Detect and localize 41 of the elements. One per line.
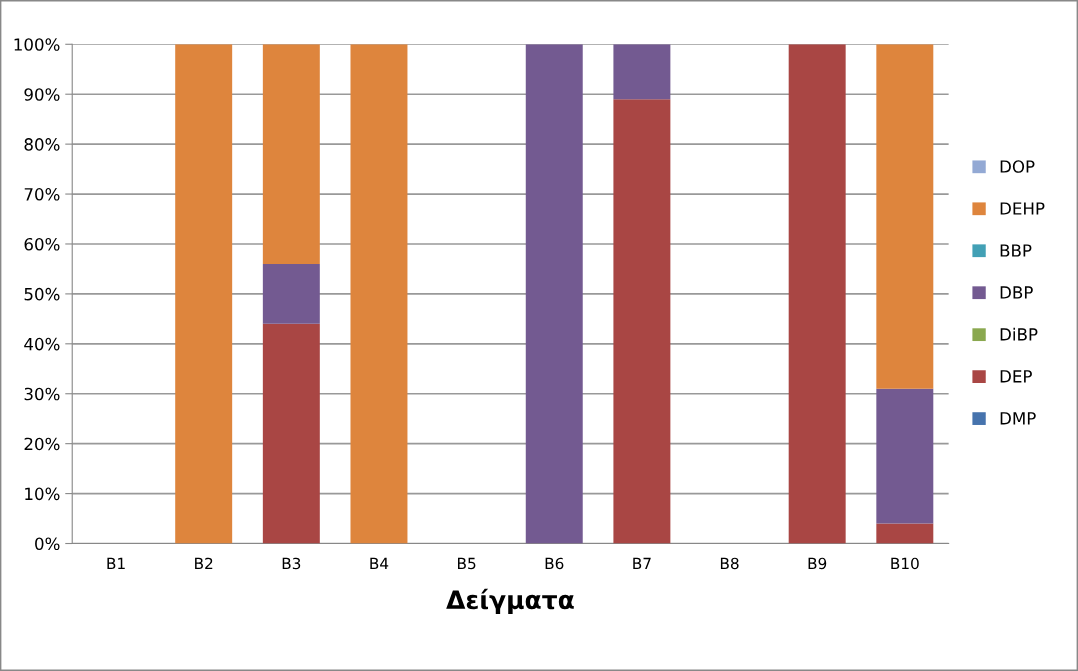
y-tick-label: 30% xyxy=(24,387,60,401)
bar xyxy=(876,44,934,389)
y-tick-label: 10% xyxy=(25,487,60,501)
bar xyxy=(788,44,846,544)
bar xyxy=(262,263,320,324)
bar xyxy=(613,44,671,100)
x-tick-label: B3 xyxy=(282,557,301,570)
y-tick-label: 60% xyxy=(24,237,60,251)
bar xyxy=(262,44,320,264)
x-tick-label: B1 xyxy=(107,557,125,570)
bar xyxy=(262,323,320,544)
bar xyxy=(613,99,671,544)
x-tick-label: B5 xyxy=(458,557,476,570)
legend-label: DMP xyxy=(1000,412,1036,425)
bar xyxy=(525,44,583,544)
legend-label: DOP xyxy=(1000,160,1035,173)
x-tick-label: B10 xyxy=(891,557,919,570)
legend-label: DEHP xyxy=(1000,202,1045,215)
x-axis-title: Δείγματα xyxy=(446,588,574,615)
legend-label: DiBP xyxy=(1000,327,1038,341)
bar xyxy=(175,44,233,544)
y-tick-label: 20% xyxy=(24,437,60,451)
legend-label: BBP xyxy=(1000,244,1032,257)
bar xyxy=(876,388,934,524)
legend-label: DBP xyxy=(1000,286,1033,299)
bar xyxy=(350,44,408,544)
x-tick-label: B2 xyxy=(195,557,213,570)
y-tick-label: 100% xyxy=(14,38,60,51)
y-tick-label: 80% xyxy=(24,138,60,151)
x-tick-label: B4 xyxy=(370,557,389,570)
x-tick-label: B8 xyxy=(720,557,739,570)
y-tick-label: 40% xyxy=(24,337,60,351)
y-tick-label: 0% xyxy=(35,537,60,551)
bar xyxy=(876,523,934,544)
y-tick-label: 70% xyxy=(24,188,60,201)
x-tick-label: B6 xyxy=(545,557,564,570)
y-tick-label: 50% xyxy=(24,287,60,301)
y-tick-label: 90% xyxy=(24,88,60,101)
x-tick-label: B7 xyxy=(633,557,651,570)
x-tick-label: B9 xyxy=(808,557,827,570)
legend-label: DEP xyxy=(1000,370,1032,383)
